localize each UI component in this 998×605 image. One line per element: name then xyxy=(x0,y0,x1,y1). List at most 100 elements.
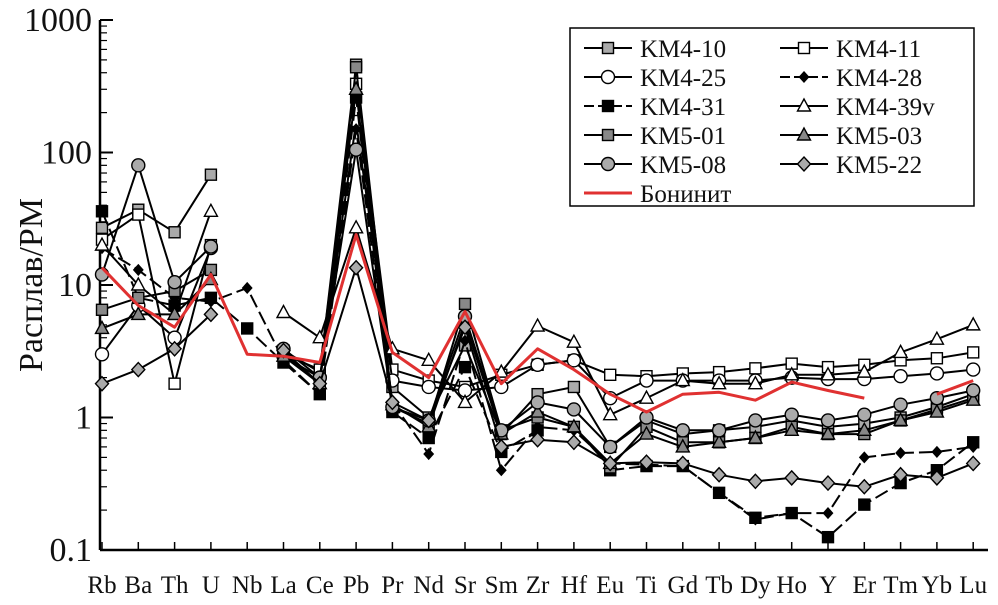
data-point xyxy=(94,375,110,392)
legend-label: KM5-01 xyxy=(640,123,726,150)
data-point xyxy=(784,469,800,486)
series-line xyxy=(101,210,212,316)
data-point xyxy=(602,406,618,421)
data-point xyxy=(748,413,763,428)
x-tick-label-pr: Pr xyxy=(381,572,404,599)
data-point xyxy=(893,466,909,483)
x-tick-label-tb: Tb xyxy=(705,572,733,599)
data-point xyxy=(965,455,981,472)
legend-entry-km5-22: KM5-22 xyxy=(780,152,922,179)
data-point xyxy=(241,281,253,294)
data-point xyxy=(711,433,727,448)
data-point xyxy=(675,423,690,438)
x-tick-label-zr: Zr xyxy=(526,572,550,599)
data-point xyxy=(892,343,909,359)
data-point xyxy=(638,425,655,440)
x-tick-label-nb: Nb xyxy=(232,572,263,599)
x-tick-label-y: Y xyxy=(819,572,837,599)
data-point xyxy=(204,291,218,305)
legend-marker xyxy=(601,128,615,142)
data-point xyxy=(203,239,219,254)
x-tick-label-th: Th xyxy=(161,572,189,599)
legend-label: KM5-22 xyxy=(836,152,922,179)
x-tick-label-ho: Ho xyxy=(776,572,807,599)
data-point xyxy=(929,366,945,381)
data-point xyxy=(421,351,437,367)
x-tick-label-hf: Hf xyxy=(561,572,588,599)
series-бонинит xyxy=(100,233,974,414)
data-point xyxy=(529,403,546,418)
data-point xyxy=(822,507,834,520)
legend-entry-km4-10: KM4-10 xyxy=(584,36,726,63)
data-point xyxy=(421,412,437,429)
data-point xyxy=(820,425,836,440)
data-point xyxy=(130,361,146,378)
x-tick-label-rb: Rb xyxy=(87,572,116,599)
data-point xyxy=(966,362,981,377)
x-ticks: Rb Ba Th U Nb La Ce Pb Pr Nd Sr Sm Zr Hf Eu Ti Gd Tb Dy Ho Y… xyxy=(87,542,988,599)
data-point xyxy=(747,429,764,444)
data-point xyxy=(821,530,835,544)
x-tick-label-lu: Lu xyxy=(959,572,987,599)
data-point xyxy=(530,395,545,410)
data-point xyxy=(784,407,799,422)
legend-marker xyxy=(796,126,812,141)
legend-entry-бонинит: Бонинит xyxy=(584,181,731,208)
legend-box xyxy=(569,27,975,207)
data-point xyxy=(348,259,364,276)
data-point xyxy=(857,407,872,422)
data-point xyxy=(785,506,798,520)
data-point xyxy=(348,219,364,234)
data-point xyxy=(132,208,145,221)
series-layer xyxy=(94,58,981,544)
data-point xyxy=(820,366,836,381)
legend-entry-km4-31: KM4-31 xyxy=(584,94,726,121)
legend-marker xyxy=(796,155,812,173)
data-point xyxy=(967,346,980,359)
x-tick-label-la: La xyxy=(270,572,296,599)
legend-marker xyxy=(796,97,812,112)
data-point xyxy=(749,362,762,375)
data-point xyxy=(929,469,945,486)
data-point xyxy=(95,221,109,235)
legend-label: KM4-11 xyxy=(836,36,921,63)
data-point xyxy=(530,357,545,372)
data-point xyxy=(858,451,870,464)
data-point xyxy=(203,306,219,323)
data-point xyxy=(95,205,109,218)
legend-label: KM4-10 xyxy=(640,36,726,63)
data-point xyxy=(747,375,764,390)
data-point xyxy=(529,317,546,332)
data-point xyxy=(457,393,473,409)
data-point xyxy=(675,372,691,387)
x-tick-label-ba: Ba xyxy=(124,572,152,599)
x-tick-label-er: Er xyxy=(852,572,876,599)
data-point xyxy=(131,158,146,173)
data-point xyxy=(749,511,762,524)
data-point xyxy=(895,446,907,460)
data-point xyxy=(566,402,582,417)
data-point xyxy=(711,423,727,438)
data-point xyxy=(603,439,618,455)
series-line xyxy=(101,313,212,385)
y-ticks: 0.1 1 10 100 1000 xyxy=(24,2,113,569)
data-point xyxy=(566,353,582,368)
legend-entry-km4-11: KM4-11 xyxy=(780,36,921,63)
x-tick-label-eu: Eu xyxy=(596,572,624,599)
legend-marker xyxy=(601,41,615,55)
plot-area: 0.1 1 10 100 1000 Rb Ba Th U Nb La Ce Pb Pr Nd Sr Sm Zr H… xyxy=(24,2,988,599)
data-point xyxy=(130,305,146,321)
data-point xyxy=(94,347,110,362)
data-point xyxy=(638,389,655,404)
series-km5-22 xyxy=(94,259,981,495)
data-point xyxy=(132,263,144,276)
series-line xyxy=(101,247,212,355)
data-point xyxy=(965,316,981,331)
x-tick-label-ce: Ce xyxy=(306,572,334,599)
y-axis-label: Расплав/PM xyxy=(13,198,50,372)
y-tick-label: 10 xyxy=(58,267,92,304)
data-point xyxy=(929,330,945,345)
series-line xyxy=(936,379,974,396)
data-point xyxy=(893,397,908,412)
legend-label: KM4-39v xyxy=(836,94,935,121)
